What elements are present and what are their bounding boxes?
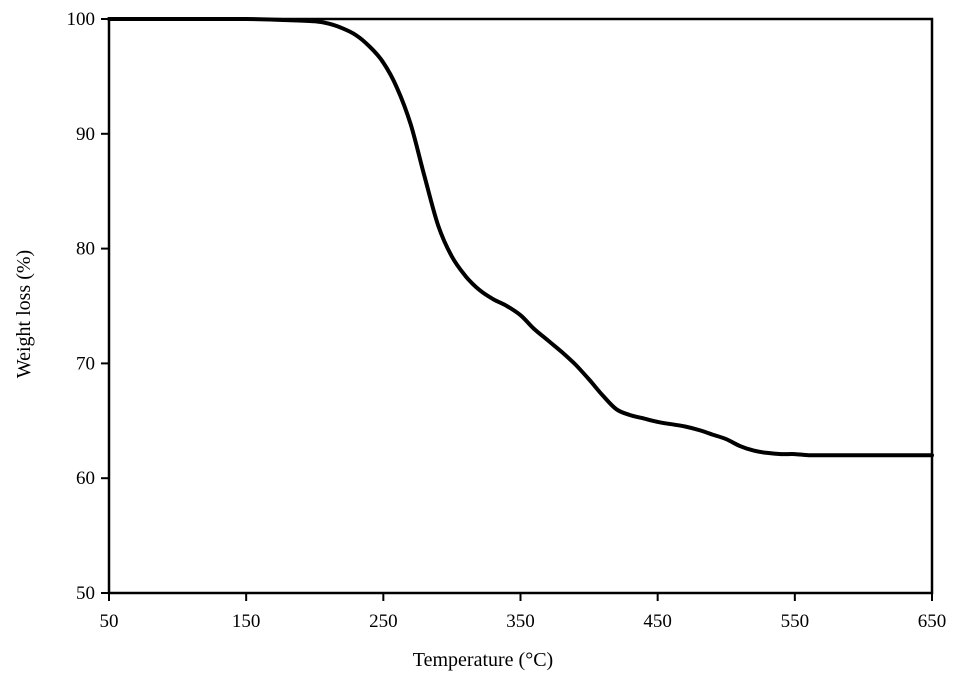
x-axis-ticks: 50 150 250 350 450 550 650 bbox=[100, 593, 947, 632]
y-tick-label: 90 bbox=[76, 124, 95, 145]
y-tick-label: 80 bbox=[76, 239, 95, 260]
x-tick-label: 350 bbox=[506, 611, 535, 632]
x-axis-title: Temperature (°C) bbox=[413, 649, 553, 671]
x-tick-label: 650 bbox=[918, 611, 947, 632]
y-tick-label: 100 bbox=[67, 9, 96, 30]
x-tick-label: 250 bbox=[369, 611, 398, 632]
y-tick-label: 50 bbox=[76, 583, 95, 604]
weight-loss-curve bbox=[107, 16, 934, 458]
y-axis-ticks: 50 60 70 80 90 100 bbox=[67, 9, 109, 604]
y-tick-label: 60 bbox=[76, 468, 95, 489]
x-tick-label: 50 bbox=[100, 611, 119, 632]
x-tick-label: 550 bbox=[781, 611, 810, 632]
y-axis-title: Weight loss (%) bbox=[13, 250, 35, 378]
plot-area-frame bbox=[107, 17, 934, 595]
y-tick-label: 70 bbox=[76, 353, 95, 374]
x-tick-label: 450 bbox=[643, 611, 672, 632]
x-tick-label: 150 bbox=[232, 611, 261, 632]
